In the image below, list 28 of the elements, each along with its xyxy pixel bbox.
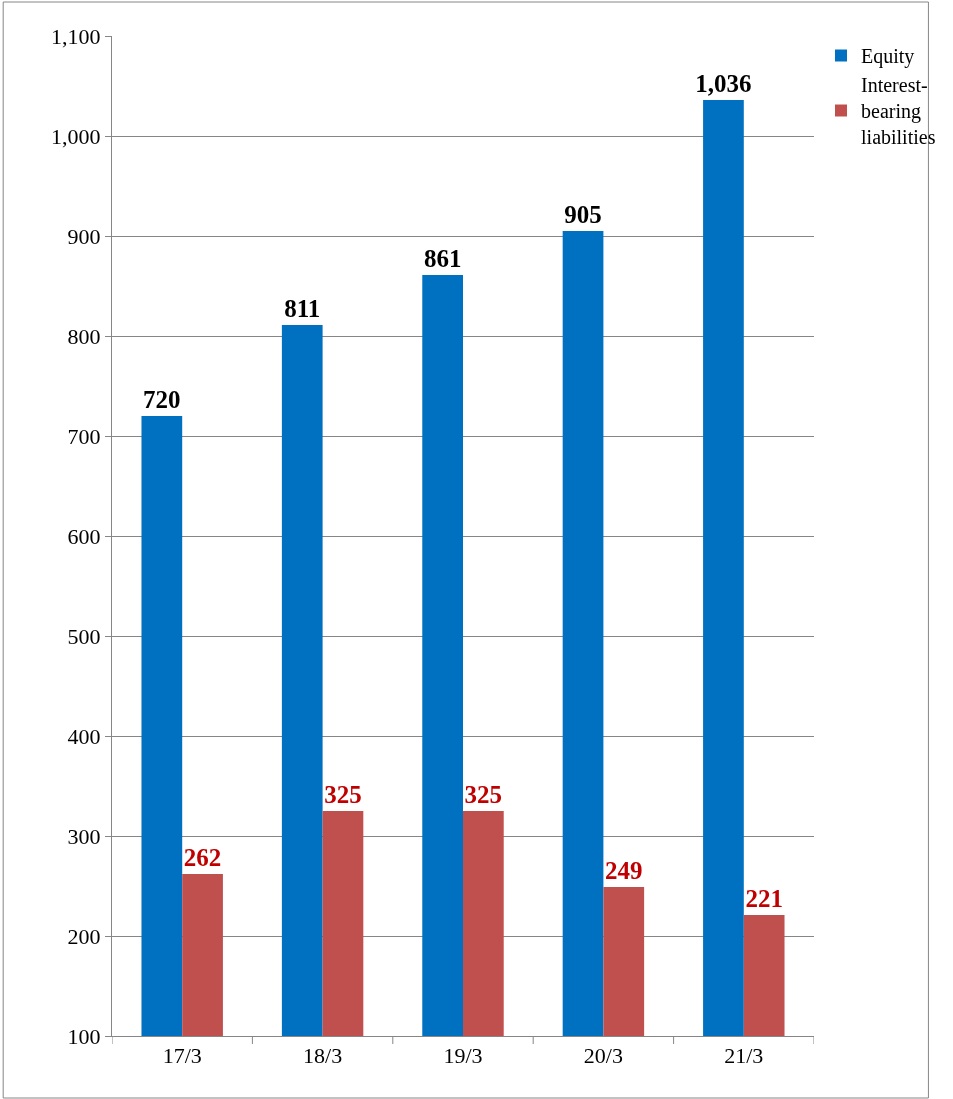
y-tick-label: 100	[67, 1023, 101, 1049]
data-label: 249	[605, 857, 643, 884]
y-tick-label: 900	[67, 223, 101, 249]
y-tick-label: 600	[67, 523, 101, 549]
data-label: 325	[464, 781, 503, 808]
x-tick-label: 19/3	[443, 1043, 483, 1069]
x-tick-label: 17/3	[162, 1043, 202, 1069]
legend-label: Equity	[861, 45, 915, 69]
y-tick-label: 800	[67, 323, 101, 349]
data-label: 905	[564, 201, 602, 228]
data-label: 221	[745, 885, 783, 912]
y-tick-label: 500	[67, 623, 101, 649]
y-tick-label: 1,000	[51, 123, 101, 149]
data-label: 325	[324, 781, 362, 808]
x-tick-label: 21/3	[724, 1043, 764, 1069]
data-label: 262	[183, 844, 222, 871]
legend-label: Interest-bearing liabilities	[861, 74, 936, 149]
data-label: 1,036	[695, 70, 752, 97]
x-tick-label: 18/3	[303, 1043, 343, 1069]
y-tick-label: 1,100	[51, 23, 101, 49]
y-tick-label: 700	[67, 423, 101, 449]
y-tick-label: 200	[67, 923, 101, 949]
x-tick-label: 20/3	[583, 1043, 623, 1069]
y-tick-label: 400	[67, 723, 101, 749]
data-label: 861	[423, 245, 462, 272]
data-label: 811	[284, 295, 321, 322]
data-label: 720	[143, 386, 181, 413]
y-tick-label: 300	[67, 823, 101, 849]
